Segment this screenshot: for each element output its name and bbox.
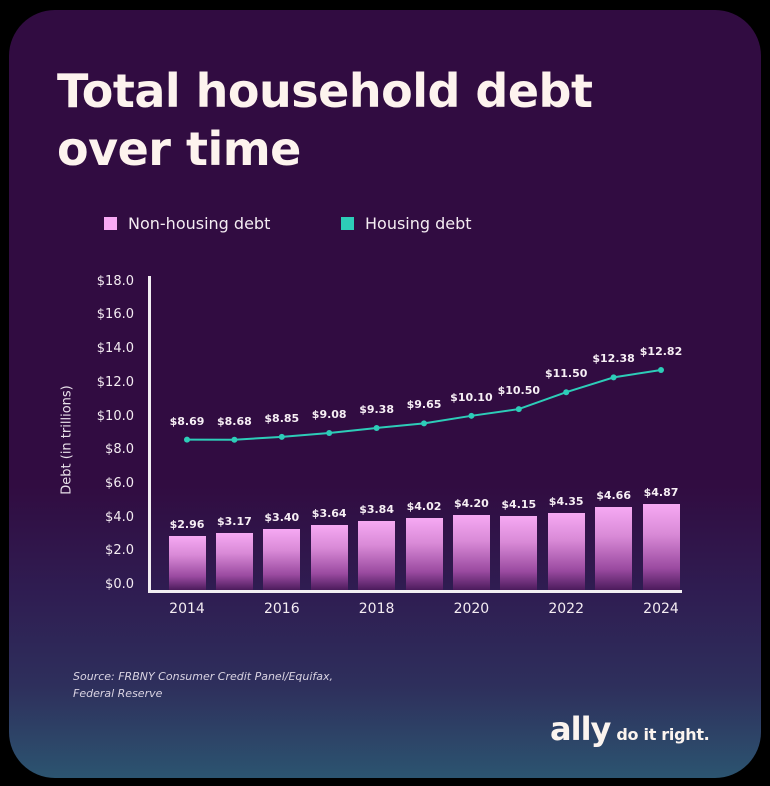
bar-value-label: $3.40 <box>264 510 300 524</box>
source-line-1: Source: FRBNY Consumer Credit Panel/Equi… <box>73 670 334 683</box>
bar-non-housing <box>595 507 633 590</box>
y-tick-label: $6.0 <box>105 475 134 491</box>
legend-label: Non-housing debt <box>128 214 271 233</box>
housing-debt-line <box>184 366 664 443</box>
ally-logo: ally do it right. <box>550 710 710 748</box>
housing-debt-point <box>184 436 190 443</box>
y-tick-label: $14.0 <box>96 341 134 357</box>
housing-debt-point <box>421 420 427 427</box>
line-value-label: $10.10 <box>450 390 493 404</box>
legend-swatch-non-housing <box>104 217 117 230</box>
line-value-label: $9.38 <box>359 402 394 416</box>
housing-debt-point <box>515 406 522 413</box>
bar-value-label: $4.66 <box>596 489 631 503</box>
line-value-label: $12.82 <box>639 344 683 358</box>
housing-debt-point <box>468 412 475 419</box>
bar-non-housing <box>358 521 396 590</box>
line-value-label: $8.68 <box>216 414 252 428</box>
x-tick-label: 2014 <box>169 601 205 617</box>
y-tick-label: $18.0 <box>96 273 134 289</box>
y-tick-label: $0.0 <box>105 577 134 592</box>
legend-item-non-housing: Non-housing debt <box>104 214 270 233</box>
bar-non-housing <box>263 528 301 590</box>
housing-debt-point <box>658 366 664 373</box>
title-line-1: Total household debt <box>57 64 593 118</box>
housing-debt-point <box>231 436 238 443</box>
source-note: Source: FRBNY Consumer Credit Panel/Equi… <box>73 668 333 702</box>
y-tick-label: $16.0 <box>96 307 134 323</box>
y-tick-label: $12.0 <box>96 374 134 390</box>
bar-non-housing <box>168 536 206 590</box>
y-tick-label: $10.0 <box>96 408 134 424</box>
bar-non-housing <box>452 515 490 590</box>
bar-value-label: $2.96 <box>169 518 205 532</box>
housing-debt-point <box>563 389 570 396</box>
line-value-label: $8.69 <box>169 414 205 428</box>
housing-debt-point <box>326 430 333 437</box>
x-tick-label: 2018 <box>358 601 395 617</box>
x-tick-label: 2016 <box>263 601 300 617</box>
title-line-2: over time <box>57 122 301 176</box>
line-value-label: $8.85 <box>264 411 300 425</box>
bar-non-housing <box>310 524 348 590</box>
bar-non-housing <box>642 503 680 590</box>
y-tick-label: $4.0 <box>105 509 134 525</box>
infographic-card: Total household debt over time Non-housi… <box>9 10 761 778</box>
line-value-label: $11.50 <box>544 367 588 381</box>
bar-value-label: $3.64 <box>311 506 347 520</box>
x-tick-label: 2024 <box>643 601 679 617</box>
bar-value-label: $4.02 <box>406 500 442 514</box>
housing-debt-point <box>373 424 380 431</box>
chart-title: Total household debt over time <box>57 62 593 178</box>
x-tick-label: 2020 <box>453 601 490 617</box>
logo-tagline: do it right. <box>616 725 710 744</box>
line-value-label: $10.50 <box>497 384 541 398</box>
housing-debt-point <box>610 374 617 381</box>
bar-non-housing <box>500 516 538 590</box>
bar-value-label: $4.35 <box>548 494 584 508</box>
y-tick-label: $2.0 <box>105 543 134 559</box>
bar-value-label: $3.17 <box>216 514 252 528</box>
line-value-label: $9.65 <box>406 398 442 412</box>
logo-brand: ally <box>550 710 611 748</box>
line-value-label: $9.08 <box>311 408 347 421</box>
legend-swatch-housing <box>341 217 354 230</box>
bar-non-housing <box>405 518 443 590</box>
bar-non-housing <box>215 532 253 590</box>
bar-value-label: $3.84 <box>359 503 394 517</box>
bar-value-label: $4.20 <box>453 497 489 511</box>
bar-value-label: $4.15 <box>501 498 537 512</box>
x-axis-line <box>148 590 682 593</box>
x-tick-label: 2022 <box>548 601 585 617</box>
bar-value-label: $4.87 <box>643 485 679 499</box>
bar-non-housing <box>547 512 585 590</box>
y-axis-line <box>148 276 151 592</box>
legend-label: Housing debt <box>365 214 472 233</box>
housing-debt-point <box>278 433 285 440</box>
y-tick-label: $8.0 <box>105 442 134 458</box>
legend-item-housing: Housing debt <box>341 214 472 233</box>
line-value-label: $12.38 <box>592 352 635 366</box>
source-line-2: Federal Reserve <box>73 687 163 700</box>
